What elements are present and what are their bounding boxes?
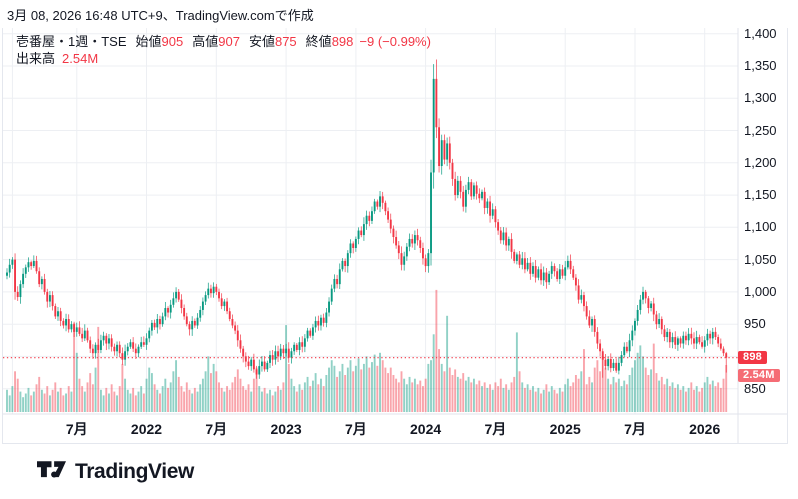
time-tick-label: 2024 bbox=[410, 421, 442, 437]
price-tick-label: 950 bbox=[744, 316, 766, 332]
symbol-title: 壱番屋・1週・TSE bbox=[16, 34, 127, 49]
last-price-badge: 898 bbox=[738, 351, 767, 364]
price-tick-label: 1,350 bbox=[744, 58, 777, 73]
open-value: 905 bbox=[161, 34, 184, 49]
high-group: 高値907 bbox=[192, 34, 240, 49]
volume-label: 出来高 bbox=[16, 50, 56, 66]
price-tick-label: 1,150 bbox=[744, 187, 777, 203]
change-value: −9 (−0.99%) bbox=[359, 34, 431, 49]
time-tick-label: 2023 bbox=[270, 421, 302, 437]
open-group: 始値905 bbox=[136, 34, 184, 49]
time-tick-label: 7月 bbox=[484, 421, 507, 437]
price-tick-label: 1,200 bbox=[744, 154, 777, 170]
low-value: 875 bbox=[274, 34, 297, 49]
price-tick-label: 1,050 bbox=[744, 251, 777, 267]
close-value: 898 bbox=[331, 34, 354, 49]
price-tick-label: 1,100 bbox=[744, 219, 777, 235]
time-tick-label: 2022 bbox=[130, 421, 163, 437]
close-group: 終値898 bbox=[306, 34, 354, 49]
snapshot-timestamp: 3月 08, 2026 16:48 UTC+9、TradingView.comで… bbox=[7, 8, 314, 23]
chart-widget[interactable]: 壱番屋・1週・TSE 始値905 高値907 安値875 終値898 −9 (−0.99%… bbox=[2, 25, 788, 444]
high-value: 907 bbox=[218, 34, 240, 49]
time-tick-label: 2025 bbox=[549, 421, 581, 437]
price-tick-label: 850 bbox=[744, 380, 766, 396]
tradingview-logo[interactable]: TradingView bbox=[37, 460, 194, 484]
open-label: 始値 bbox=[135, 34, 162, 49]
chart-legend: 壱番屋・1週・TSE 始値905 高値907 安値875 終値898 −9 (−0.99%… bbox=[16, 34, 431, 67]
volume-value: 2.54M bbox=[62, 50, 99, 66]
time-tick-label: 7月 bbox=[65, 421, 88, 437]
tradingview-logo-icon bbox=[37, 460, 66, 478]
tradingview-logo-text: TradingView bbox=[75, 460, 194, 483]
time-tick-label: 2026 bbox=[689, 421, 721, 437]
last-volume-badge: 2.54M bbox=[738, 369, 780, 382]
price-tick-label: 1,300 bbox=[744, 90, 777, 106]
volume-legend-row: 出来高 2.54M bbox=[16, 51, 431, 68]
price-tick-label: 1,000 bbox=[744, 283, 777, 299]
high-label: 高値 bbox=[192, 34, 219, 49]
time-tick-label: 7月 bbox=[205, 421, 228, 437]
ohlc-legend-row: 壱番屋・1週・TSE 始値905 高値907 安値875 終値898 −9 (−0.99%… bbox=[16, 34, 431, 51]
time-tick-label: 7月 bbox=[624, 421, 646, 437]
low-label: 安値 bbox=[248, 34, 275, 49]
time-tick-label: 7月 bbox=[344, 421, 367, 437]
price-tick-label: 1,250 bbox=[744, 122, 777, 138]
close-label: 終値 bbox=[305, 34, 332, 49]
price-tick-label: 1,400 bbox=[744, 25, 777, 41]
low-group: 安値875 bbox=[249, 34, 297, 49]
candlestick-volume-chart[interactable] bbox=[3, 28, 787, 443]
